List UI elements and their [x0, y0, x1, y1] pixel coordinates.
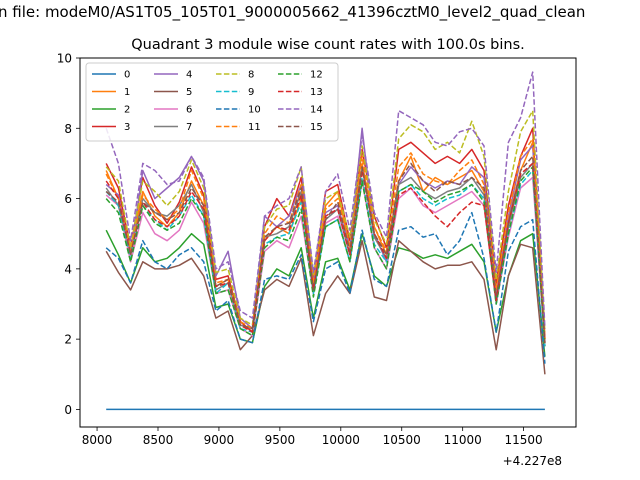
legend-label-1: 1: [124, 87, 130, 98]
x-axis-offset-label: +4.227e8: [503, 454, 562, 468]
legend-label-15: 15: [310, 122, 323, 133]
figure-suptitle: n file: modeM0/AS1T05_105T01_9000005662_…: [0, 3, 585, 22]
legend-label-3: 3: [124, 122, 130, 133]
y-tick-label: 4: [64, 262, 72, 276]
x-tick-label: 9500: [265, 433, 296, 447]
series-line-10: [105, 211, 546, 364]
x-tick-label: 8000: [82, 433, 113, 447]
x-tick-label: 10000: [322, 433, 360, 447]
axes-frame: [79, 57, 577, 428]
legend-label-9: 9: [248, 87, 254, 98]
series-line-8: [105, 109, 546, 333]
chart-title: Quadrant 3 module wise count rates with …: [131, 37, 525, 53]
legend-label-5: 5: [186, 87, 192, 98]
x-tick-label: 9000: [204, 433, 235, 447]
legend-box: [85, 62, 339, 142]
legend-label-14: 14: [310, 105, 323, 116]
legend-label-11: 11: [248, 122, 261, 133]
x-tick-label: 10500: [383, 433, 421, 447]
series-layer: [105, 71, 546, 411]
series-line-13: [105, 162, 546, 343]
series-line-12: [105, 166, 546, 347]
y-tick-label: 0: [64, 403, 72, 417]
y-tick-label: 8: [64, 122, 72, 136]
y-tick-label: 10: [57, 52, 72, 66]
y-axis: 0 2 4 6 8 10: [57, 52, 80, 417]
legend-label-0: 0: [124, 70, 130, 81]
legend-label-6: 6: [186, 105, 192, 116]
series-line-11: [105, 138, 546, 340]
legend-label-4: 4: [186, 70, 192, 81]
series-line-2: [105, 229, 546, 357]
x-tick-label: 8500: [143, 433, 174, 447]
legend-label-8: 8: [248, 70, 254, 81]
y-tick-label: 6: [64, 192, 72, 206]
legend-label-13: 13: [310, 87, 323, 98]
legend-label-2: 2: [124, 105, 130, 116]
legend-label-7: 7: [186, 122, 192, 133]
x-tick-label: 11500: [505, 433, 543, 447]
series-line-15: [105, 155, 546, 343]
x-tick-label: 11000: [444, 433, 482, 447]
series-line-14: [105, 71, 546, 329]
x-axis: 8000 8500 9000 9500 10000 10500 11000 11500: [82, 427, 543, 447]
y-tick-label: 2: [64, 333, 72, 347]
legend-label-10: 10: [248, 105, 261, 116]
legend-label-12: 12: [310, 70, 323, 81]
series-line-5: [105, 239, 546, 375]
